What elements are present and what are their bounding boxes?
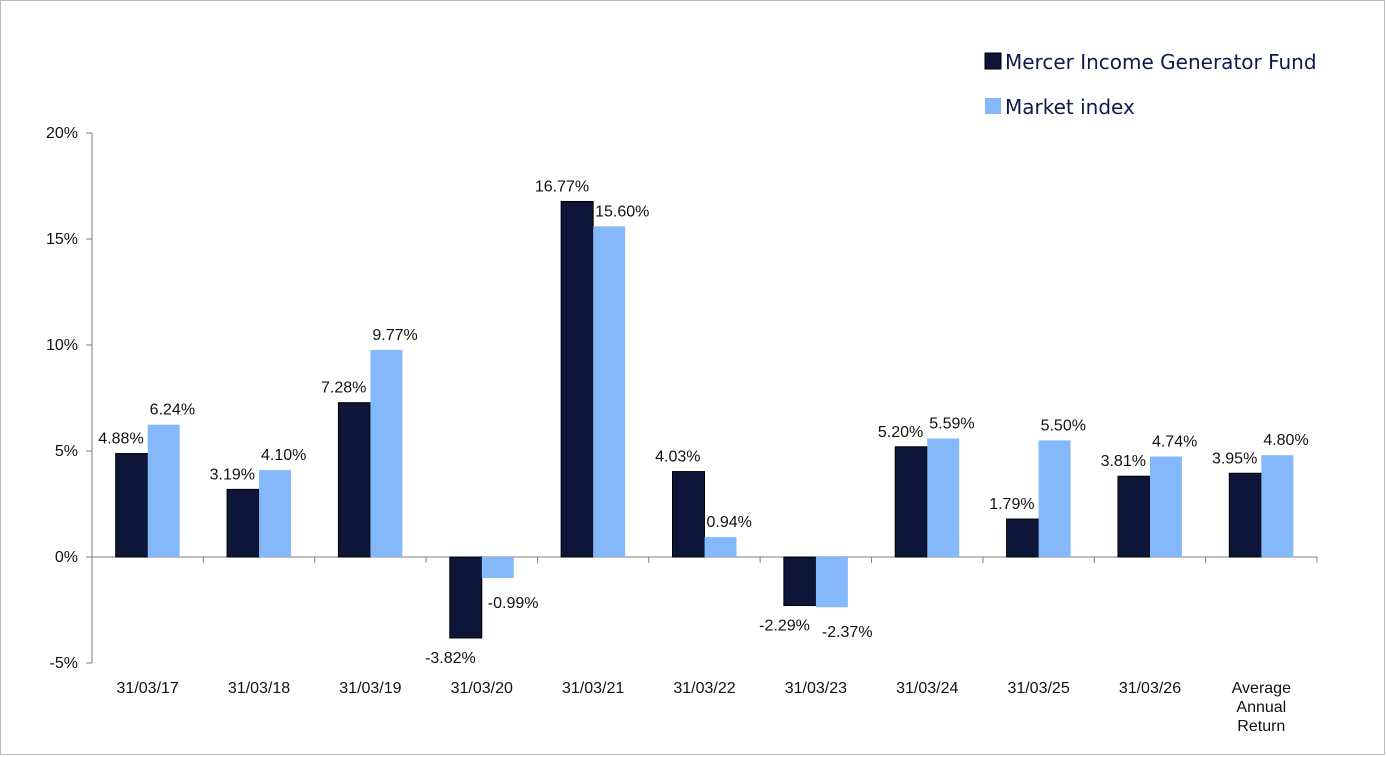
data-label: 16.77% [535,178,589,195]
data-label: 4.10% [261,447,306,464]
category-label: Average Annual Return [1232,680,1291,735]
category-label: 31/03/19 [339,680,401,697]
y-tick-label: 15% [46,231,78,248]
bar-index [593,226,626,557]
y-tick-label: 20% [46,125,78,142]
data-label: -0.99% [488,595,539,612]
data-labels: 4.88% 6.24% 3.19% 4.10% 7.28% 9.77% -3.82% -0.9… [98,178,1308,667]
bar-index [147,424,180,557]
data-label: -3.82% [425,650,476,667]
data-label: 1.79% [989,496,1034,513]
category-label: 31/03/23 [785,680,847,697]
data-label: 3.95% [1212,450,1257,467]
data-label: 9.77% [372,327,417,344]
axes: -5% 0% 5% 10% 15% 20% 31/03/17 31/03/18 31/03/19… [46,125,1318,735]
category-label: 31/03/22 [673,680,735,697]
bar-fund [1228,472,1262,558]
data-label: -2.29% [759,618,810,635]
y-tick-label: 5% [55,443,78,460]
category-label: 31/03/21 [562,680,624,697]
bar-index [927,438,960,557]
legend-label: Mercer Income Generator Fund [1005,50,1317,74]
bar-fund [672,471,705,558]
data-label: 0.94% [707,514,752,531]
category-label: 31/03/26 [1119,680,1181,697]
legend-swatch-index [985,98,1001,114]
bar-index [1261,455,1294,557]
bar-index [815,557,848,608]
bar-fund [115,453,149,558]
data-label: 15.60% [595,203,649,220]
data-label: 5.59% [929,415,974,432]
bar-fund [1006,518,1040,558]
data-label: 4.03% [655,449,700,466]
bar-fund [226,488,260,558]
data-label: 4.74% [1152,434,1197,451]
data-label: 5.50% [1041,417,1086,434]
bar-index [704,537,737,557]
y-tick-label: 10% [46,337,78,354]
category-label: 31/03/18 [228,680,290,697]
bars [115,200,1294,639]
category-label: 31/03/25 [1007,680,1069,697]
category-label: 31/03/24 [896,680,958,697]
category-label: 31/03/20 [451,680,513,697]
bar-fund [1117,475,1151,558]
data-label: 6.24% [150,402,195,419]
legend-label: Market index [1005,95,1135,119]
bar-index [1149,456,1182,557]
data-label: 4.80% [1263,432,1308,449]
bar-index [1038,440,1071,557]
legend: Mercer Income Generator Fund Market index [984,50,1317,119]
data-label: 4.88% [98,431,143,448]
bar-index [481,557,514,578]
data-label: 7.28% [321,380,366,397]
category-label: 31/03/17 [117,680,179,697]
y-tick-label: 0% [55,549,78,566]
data-label: 5.20% [878,424,923,441]
data-label: 3.81% [1101,453,1146,470]
bar-fund [894,446,928,558]
legend-swatch-fund [984,52,1002,70]
bar-fund [783,556,817,607]
bar-fund [449,556,483,639]
bar-index [259,470,292,557]
bar-fund [337,402,371,558]
data-label: 3.19% [210,466,255,483]
y-tick-label: -5% [50,655,78,672]
bar-index [370,349,403,557]
bar-fund [560,200,594,558]
data-label: -2.37% [822,624,873,641]
